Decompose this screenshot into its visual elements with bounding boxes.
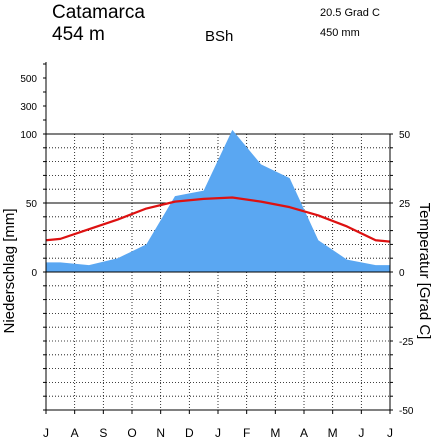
y-tick-label-right: 0 bbox=[399, 268, 405, 279]
temperature-line bbox=[45, 196, 391, 243]
x-tick-label: M bbox=[270, 426, 280, 440]
y-tick-label-left: 300 bbox=[20, 102, 37, 113]
x-tick-label: S bbox=[99, 426, 107, 440]
x-tick-label: D bbox=[185, 426, 194, 440]
y-tick-label-left: 50 bbox=[26, 199, 38, 210]
station-name: Catamarca bbox=[52, 2, 145, 23]
mean-temperature: 20.5 Grad C bbox=[320, 7, 380, 19]
y-tick-label-right: -50 bbox=[399, 406, 414, 417]
x-tick-label: A bbox=[71, 426, 79, 440]
x-tick-label: J bbox=[43, 426, 49, 440]
y-tick-label-left: 100 bbox=[20, 130, 37, 141]
axes bbox=[43, 62, 393, 414]
y-tick-label-right: -25 bbox=[399, 337, 414, 348]
station-elevation: 454 m bbox=[52, 24, 105, 45]
tick-labels: 0 50 100 300 500 50 25 0 -25 -50 J A S O N D J F M A M J J bbox=[20, 74, 414, 440]
y-tick-label-left: 0 bbox=[31, 268, 37, 279]
temperature-series-line bbox=[45, 196, 391, 243]
x-tick-label: A bbox=[300, 426, 308, 440]
y-axis-left-title: Niederschlag [mm] bbox=[1, 208, 18, 333]
x-tick-label: M bbox=[328, 426, 338, 440]
x-tick-label: N bbox=[156, 426, 165, 440]
y-tick-label-left: 500 bbox=[20, 74, 37, 85]
precipitation-area bbox=[46, 129, 390, 272]
annual-precipitation: 450 mm bbox=[320, 27, 360, 39]
precipitation-fill bbox=[46, 129, 390, 272]
x-tick-label: J bbox=[358, 426, 364, 440]
x-tick-label: F bbox=[243, 426, 250, 440]
x-tick-label: O bbox=[127, 426, 136, 440]
y-tick-label-right: 25 bbox=[399, 199, 411, 210]
x-tick-label: J bbox=[215, 426, 221, 440]
x-tick-label: J bbox=[387, 426, 393, 440]
climate-class: BSh bbox=[205, 28, 233, 45]
y-axis-right-title: Temperatur [Grad C] bbox=[416, 203, 433, 340]
y-tick-label-right: 50 bbox=[399, 130, 411, 141]
